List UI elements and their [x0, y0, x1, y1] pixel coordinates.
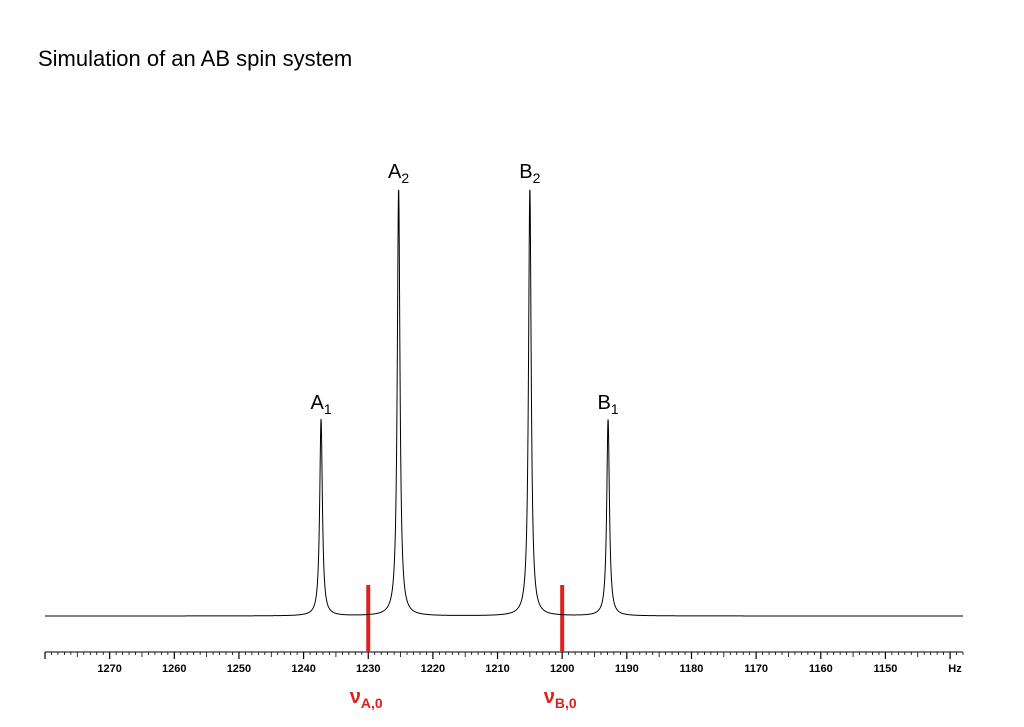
x-tick-label: 1190: [615, 663, 639, 675]
peak-label-b1: B1: [598, 392, 619, 417]
reference-marker-label: νB,0: [544, 686, 577, 711]
x-tick-label: 1270: [97, 663, 121, 675]
reference-marker-label: νA,0: [350, 686, 383, 711]
peak-label-a1: A1: [310, 392, 331, 417]
x-tick-label: 1240: [291, 663, 315, 675]
peak-label-b2: B2: [519, 161, 540, 186]
x-tick-label: 1260: [162, 663, 186, 675]
x-tick-label: 1150: [873, 663, 897, 675]
page-title: Simulation of an AB spin system: [38, 46, 353, 71]
x-tick-label: 1180: [680, 663, 704, 675]
reference-markers: νA,0 νB,0: [350, 585, 577, 711]
peak-label-a2: A2: [388, 161, 409, 186]
spectrum-line: [45, 189, 963, 617]
x-tick-label: 1230: [356, 663, 380, 675]
x-tick-label: 1220: [421, 663, 445, 675]
x-axis-unit-label: Hz: [948, 663, 962, 675]
x-tick-label: 1200: [550, 663, 574, 675]
x-tick-label: 1170: [744, 663, 768, 675]
x-tick-label: 1250: [227, 663, 251, 675]
x-tick-label: 1210: [485, 663, 509, 675]
peak-labels: A1 A2 B2 B1: [310, 161, 618, 417]
x-axis: 1270 1260 1250 1240 1230 1220 1210 1200 1190 1180…: [44, 651, 964, 675]
x-tick-label: 1160: [809, 663, 833, 675]
